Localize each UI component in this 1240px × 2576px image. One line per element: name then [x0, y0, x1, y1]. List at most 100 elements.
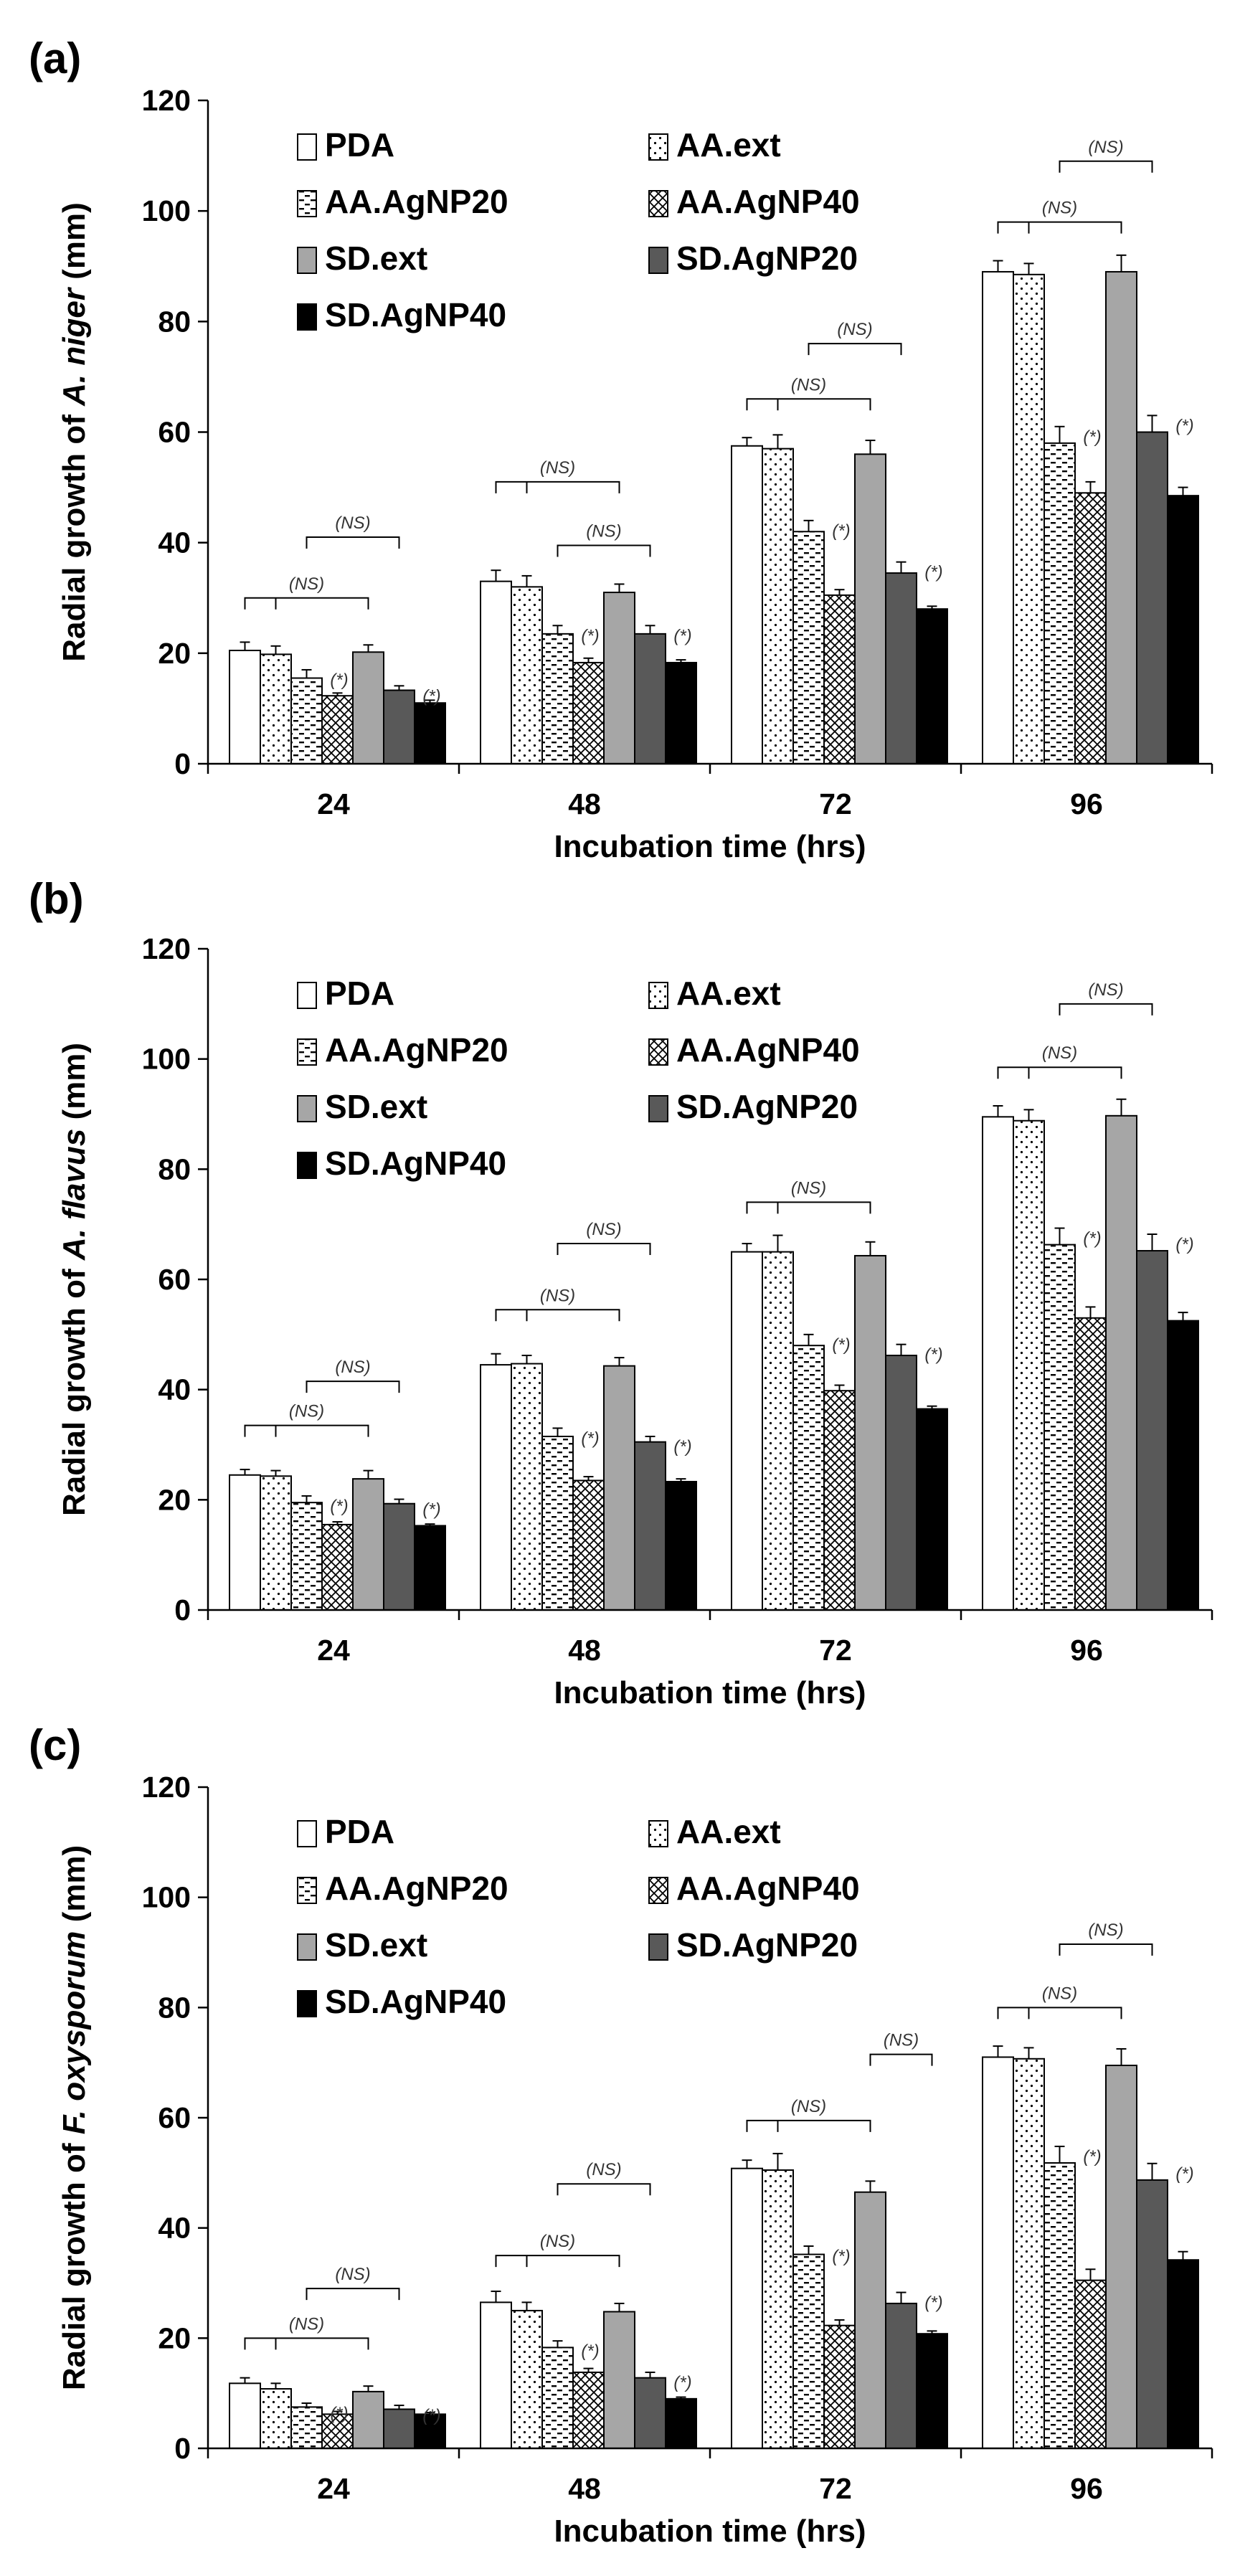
y-tick-label: 120	[142, 932, 191, 965]
legend: PDA AA.ext AA.AgNP20 AA.AgNP40 SD.ext SD.AgNP…	[297, 1813, 860, 2020]
bar-AA.ext	[762, 448, 794, 764]
legend-entry: SD.AgNP40	[325, 1145, 506, 1182]
legend-swatch	[648, 1038, 668, 1066]
legend: PDA AA.ext AA.AgNP20 AA.AgNP40 SD.ext SD.AgNP…	[297, 126, 860, 333]
x-tick-label: 96	[1070, 787, 1103, 820]
bar-SD.AgNP40	[1167, 1320, 1199, 1611]
legend-swatch	[648, 1933, 668, 1961]
legend-entry: PDA	[325, 126, 394, 164]
ns-bracket	[306, 2288, 400, 2301]
bar-SD.AgNP20	[885, 572, 917, 764]
significance-mark: (*)	[422, 686, 440, 706]
bar-SD.ext	[854, 2191, 886, 2450]
ns-label: (NS)	[335, 2265, 370, 2284]
y-tick-label: 60	[158, 2101, 191, 2134]
ns-bracket	[808, 343, 902, 356]
legend-entry: AA.ext	[676, 126, 781, 164]
legend-entry: SD.ext	[325, 240, 427, 277]
bar-AA.ext	[260, 2388, 292, 2450]
significance-mark: (*)	[924, 1345, 942, 1365]
y-tick-label: 20	[158, 1483, 191, 1516]
y-axis-title-suffix: (mm)	[57, 1043, 92, 1129]
legend-swatch	[297, 1152, 317, 1179]
legend-swatch	[648, 1095, 668, 1122]
ns-bracket	[306, 536, 400, 549]
bar-PDA	[480, 580, 512, 764]
chart-panel-1: (a) PDA AA.ext AA.AgNP20 AA.AgNP40 SD.ext SD.A…	[29, 34, 1213, 864]
ns-label: (NS)	[1088, 1921, 1123, 1940]
bar-AA.AgNP20	[792, 531, 825, 764]
legend-entry: PDA	[325, 1813, 394, 1850]
y-axis-title-suffix: (mm)	[57, 202, 92, 288]
y-tick-label: 60	[158, 1263, 191, 1296]
ns-label: (NS)	[1088, 138, 1123, 157]
bar-AA.AgNP40	[572, 661, 605, 764]
ns-label: (NS)	[540, 1286, 575, 1305]
ns-label: (NS)	[791, 2097, 826, 2116]
significance-mark: (*)	[581, 2341, 599, 2361]
x-tick-label: 72	[819, 787, 852, 820]
bar-AA.ext	[260, 653, 292, 764]
legend-swatch	[297, 247, 317, 274]
ns-label: (NS)	[540, 458, 575, 478]
legend-swatch	[297, 1877, 317, 1904]
bar-AA.AgNP20	[290, 1502, 323, 1611]
y-axis-title-prefix: Radial growth of	[57, 2134, 92, 2390]
x-tick-label: 24	[317, 2472, 350, 2505]
bar-SD.AgNP20	[1136, 431, 1168, 764]
bar-SD.AgNP20	[634, 633, 666, 765]
bar-AA.AgNP40	[1074, 2279, 1107, 2450]
bar-AA.AgNP20	[1043, 442, 1076, 765]
x-tick-label: 96	[1070, 2472, 1103, 2505]
significance-mark: (*)	[1175, 416, 1193, 435]
bar-AA.AgNP40	[1074, 492, 1107, 765]
ns-label: (NS)	[1042, 199, 1077, 218]
significance-mark: (*)	[422, 1500, 440, 1520]
bar-SD.AgNP20	[383, 689, 415, 765]
bar-SD.AgNP20	[634, 2377, 666, 2449]
bar-SD.AgNP40	[414, 1525, 446, 1611]
y-tick-label: 60	[158, 416, 191, 449]
x-axis-title: Incubation time (hrs)	[554, 2514, 866, 2549]
legend-entry: PDA	[325, 975, 394, 1012]
ns-bracket	[557, 1243, 651, 1256]
bar-PDA	[731, 1251, 763, 1611]
bar-SD.AgNP20	[1136, 1250, 1168, 1611]
bar-AA.ext	[511, 586, 543, 764]
y-axis-title-organism: A. niger	[57, 286, 92, 407]
legend-entry: SD.AgNP40	[325, 296, 506, 333]
ns-bracket	[1059, 160, 1153, 173]
y-axis-title: Radial growth of F. oxysporum (mm)	[57, 1845, 92, 2390]
bar-AA.ext	[1013, 273, 1045, 764]
bar-AA.AgNP20	[541, 1435, 574, 1611]
ns-bracket	[244, 597, 369, 610]
y-tick-label: 0	[174, 747, 191, 780]
chart-panel-3: (c) PDA AA.ext AA.AgNP20 AA.AgNP40 SD.ext SD.A…	[29, 1721, 1213, 2549]
ns-bracket	[557, 544, 651, 557]
y-axis-title-suffix: (mm)	[57, 1845, 92, 1931]
bar-AA.AgNP20	[290, 677, 323, 764]
legend-entry: SD.AgNP40	[325, 1983, 506, 2020]
legend-swatch	[648, 133, 668, 161]
ns-bracket	[1059, 1003, 1153, 1015]
bar-PDA	[229, 1474, 261, 1611]
y-tick-label: 80	[158, 305, 191, 338]
bar-SD.ext	[1105, 270, 1137, 765]
panel-label: (b)	[29, 875, 84, 923]
bar-SD.AgNP20	[383, 1502, 415, 1611]
x-tick-label: 48	[568, 787, 601, 820]
ns-label: (NS)	[791, 375, 826, 394]
legend-entry: AA.AgNP20	[325, 1870, 508, 1907]
bar-AA.ext	[511, 2309, 543, 2450]
legend-entry: AA.AgNP40	[676, 1031, 860, 1069]
significance-mark: (*)	[832, 1335, 850, 1355]
ns-label: (NS)	[791, 1178, 826, 1198]
ns-label: (NS)	[289, 574, 324, 594]
ns-label: (NS)	[335, 513, 370, 533]
significance-mark: (*)	[330, 2404, 348, 2423]
bar-AA.AgNP20	[541, 2347, 574, 2450]
x-axis-title: Incubation time (hrs)	[554, 1675, 866, 1710]
significance-mark: (*)	[673, 2373, 691, 2392]
legend-swatch	[648, 1877, 668, 1904]
y-tick-label: 100	[142, 194, 191, 227]
